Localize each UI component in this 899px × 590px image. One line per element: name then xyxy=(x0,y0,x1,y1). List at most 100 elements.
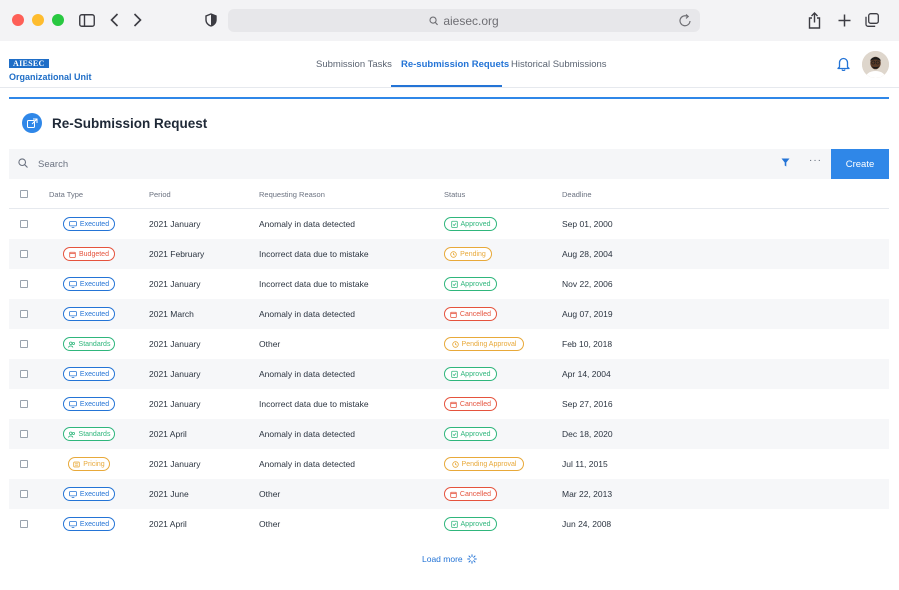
column-header-data-type[interactable]: Data Type xyxy=(49,190,84,199)
deadline-cell: Sep 01, 2000 xyxy=(562,219,613,229)
reload-icon[interactable] xyxy=(679,13,692,27)
tab-historical-submissions[interactable]: Historical Submissions xyxy=(511,59,607,70)
reason-cell: Incorrect data due to mistake xyxy=(259,249,369,259)
deadline-cell: Sep 27, 2016 xyxy=(562,399,613,409)
clipboard-check-icon xyxy=(450,430,458,438)
table-row[interactable]: Standards 2021 April Anomaly in data detec… xyxy=(9,419,889,449)
tab-resubmission-requests[interactable]: Re-submission Requets xyxy=(401,59,510,70)
data-type-badge: Pricing xyxy=(68,457,110,471)
calendar-x-icon xyxy=(450,401,457,408)
status-label: Cancelled xyxy=(459,310,492,318)
create-button[interactable]: Create xyxy=(831,149,889,179)
table-row[interactable]: Budgeted 2021 February Incorrect data due … xyxy=(9,239,889,269)
row-checkbox[interactable] xyxy=(20,370,28,378)
shield-icon[interactable] xyxy=(205,11,217,29)
table-row[interactable]: Executed 2021 January Anomaly in data dete… xyxy=(9,359,889,389)
app-header xyxy=(0,41,899,88)
clipboard-check-icon xyxy=(450,520,458,528)
clock-icon xyxy=(451,340,459,348)
status-label: Pending Approval xyxy=(461,460,517,468)
period-cell: 2021 January xyxy=(149,459,201,469)
table-row[interactable]: Executed 2021 January Anomaly in data dete… xyxy=(9,209,889,239)
table-row[interactable]: Executed 2021 January Incorrect data due t… xyxy=(9,389,889,419)
deadline-cell: Jul 11, 2015 xyxy=(562,459,608,469)
row-checkbox[interactable] xyxy=(20,250,28,258)
row-checkbox[interactable] xyxy=(20,490,28,498)
row-checkbox[interactable] xyxy=(20,430,28,438)
data-type-badge: Budgeted xyxy=(63,247,115,261)
period-cell: 2021 June xyxy=(149,489,189,499)
reason-cell: Other xyxy=(259,339,281,349)
row-checkbox[interactable] xyxy=(20,460,28,468)
column-header-requesting-reason[interactable]: Requesting Reason xyxy=(259,190,325,199)
deadline-cell: Feb 10, 2018 xyxy=(562,339,613,349)
search-input[interactable] xyxy=(33,152,433,176)
executed-icon xyxy=(69,370,77,378)
status-label: Approved xyxy=(460,370,491,378)
row-checkbox[interactable] xyxy=(20,280,28,288)
period-cell: 2021 April xyxy=(149,429,187,439)
tabs-icon[interactable] xyxy=(865,11,879,29)
executed-icon xyxy=(69,520,77,528)
sidebar-icon[interactable] xyxy=(79,11,95,29)
calendar-x-icon xyxy=(450,491,457,498)
period-cell: 2021 February xyxy=(149,249,205,259)
status-label: Pending xyxy=(460,250,486,258)
card-accent-line xyxy=(9,97,889,99)
status-badge: Approved xyxy=(444,277,497,291)
table-row[interactable]: Executed 2021 January Incorrect data due t… xyxy=(9,269,889,299)
status-badge: Cancelled xyxy=(444,397,497,411)
executed-icon xyxy=(69,490,77,498)
data-type-label: Executed xyxy=(79,400,110,408)
back-icon[interactable] xyxy=(110,11,119,29)
select-all-checkbox[interactable] xyxy=(20,190,28,198)
executed-icon xyxy=(69,400,77,408)
table-row[interactable]: Standards 2021 January Other Pending Approv… xyxy=(9,329,889,359)
data-type-label: Executed xyxy=(79,220,110,228)
logo-badge: AIESEC xyxy=(9,59,49,68)
reason-cell: Anomaly in data detected xyxy=(259,459,355,469)
data-type-label: Executed xyxy=(79,370,110,378)
pricing-icon xyxy=(73,461,80,468)
logo-subtitle: Organizational Unit xyxy=(9,72,92,82)
data-type-label: Executed xyxy=(79,490,110,498)
filter-icon[interactable] xyxy=(781,158,790,167)
status-badge: Approved xyxy=(444,427,497,441)
maximize-window-button[interactable] xyxy=(52,14,64,26)
load-more-button[interactable]: Load more xyxy=(422,554,477,564)
row-checkbox[interactable] xyxy=(20,340,28,348)
row-checkbox[interactable] xyxy=(20,220,28,228)
address-bar[interactable]: aiesec.org xyxy=(228,9,700,32)
status-badge: Cancelled xyxy=(444,487,497,501)
share-icon[interactable] xyxy=(808,11,821,29)
deadline-cell: Mar 22, 2013 xyxy=(562,489,613,499)
executed-icon xyxy=(69,310,77,318)
row-checkbox[interactable] xyxy=(20,310,28,318)
deadline-cell: Nov 22, 2006 xyxy=(562,279,613,289)
close-window-button[interactable] xyxy=(12,14,24,26)
forward-icon[interactable] xyxy=(133,11,142,29)
deadline-cell: Apr 14, 2004 xyxy=(562,369,611,379)
table-row[interactable]: Executed 2021 April Other Approved Jun 24, 2… xyxy=(9,509,889,539)
row-checkbox[interactable] xyxy=(20,400,28,408)
reason-cell: Anomaly in data detected xyxy=(259,429,355,439)
avatar[interactable] xyxy=(862,51,889,78)
table-row[interactable]: Pricing 2021 January Anomaly in data detec… xyxy=(9,449,889,479)
column-header-status[interactable]: Status xyxy=(444,190,466,199)
column-header-deadline[interactable]: Deadline xyxy=(562,190,592,199)
tab-submission-tasks[interactable]: Submission Tasks xyxy=(316,59,392,70)
column-header-period[interactable]: Period xyxy=(149,190,171,199)
more-options-icon[interactable]: ··· xyxy=(809,155,822,166)
budget-icon xyxy=(69,251,76,258)
row-checkbox[interactable] xyxy=(20,520,28,528)
minimize-window-button[interactable] xyxy=(32,14,44,26)
table-row[interactable]: Executed 2021 June Other Cancelled Mar 22, 2… xyxy=(9,479,889,509)
table-row[interactable]: Executed 2021 March Anomaly in data detect… xyxy=(9,299,889,329)
calendar-x-icon xyxy=(450,311,457,318)
data-type-label: Executed xyxy=(79,310,110,318)
bell-icon[interactable] xyxy=(837,56,850,71)
status-badge: Pending xyxy=(444,247,492,261)
new-tab-icon[interactable] xyxy=(838,11,851,29)
load-more-label: Load more xyxy=(422,554,463,564)
logo[interactable]: AIESEC Organizational Unit xyxy=(9,53,92,82)
